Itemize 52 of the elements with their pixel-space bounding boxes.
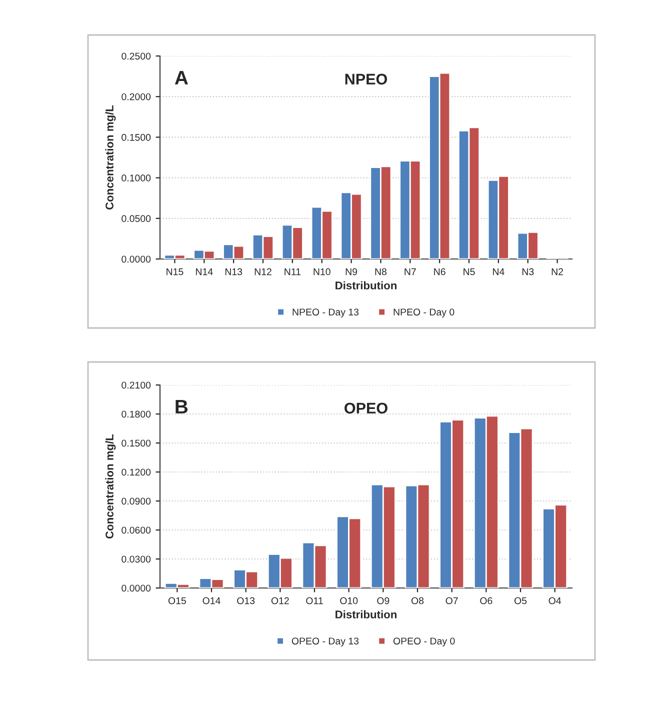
y-tick-label: 0.0900 — [122, 498, 151, 505]
x-tick-label: N12 — [254, 268, 272, 276]
y-tick-label: 0.0000 — [122, 584, 151, 592]
y-axis-title: Concentration mg/L — [105, 105, 116, 210]
x-tick-label: N10 — [314, 268, 330, 276]
text: OPEO — [344, 402, 388, 414]
x-tick-label: N8 — [375, 268, 387, 276]
x-tick-label: N11 — [284, 268, 301, 276]
legend-label: OPEO - Day 13 — [292, 638, 359, 646]
y-tick-label: 0.1000 — [122, 174, 151, 182]
text: NPEO — [345, 74, 388, 85]
legend-label: NPEO - Day 13 — [292, 308, 359, 318]
legend-label: OPEO - Day 0 — [393, 638, 455, 646]
x-axis-title: Distribution — [336, 281, 396, 290]
x-tick-label: N3 — [522, 268, 534, 276]
y-tick-label: 0.0000 — [122, 256, 151, 263]
y-tick-label: 0.1500 — [122, 134, 151, 141]
x-tick-label: O7 — [446, 597, 458, 604]
x-tick-label: N15 — [166, 268, 184, 276]
legend-label: NPEO - Day 0 — [394, 308, 454, 318]
x-tick-label: N5 — [464, 268, 475, 276]
y-tick-label: 0.0600 — [122, 526, 151, 534]
y-tick-label: 0.1500 — [122, 440, 151, 447]
annotation: A — [174, 71, 188, 84]
x-tick-label: O10 — [340, 597, 358, 604]
x-tick-label: N7 — [404, 268, 416, 276]
y-tick-label: 0.2500 — [122, 52, 151, 60]
y-tick-label: 0.1200 — [122, 468, 151, 476]
x-tick-label: O5 — [514, 597, 527, 604]
y-axis-title: Concentration mg/L — [105, 434, 116, 539]
x-tick-label: O11 — [306, 597, 323, 604]
x-axis-title: Distribution — [336, 610, 396, 618]
y-tick-label: 0.1800 — [122, 410, 151, 418]
x-tick-label: O9 — [377, 597, 390, 604]
x-tick-label: N2 — [552, 268, 564, 276]
y-tick-label: 0.2000 — [122, 93, 151, 100]
annotation: B — [176, 400, 188, 414]
x-tick-label: N4 — [493, 268, 504, 276]
y-tick-label: 0.0300 — [122, 556, 151, 563]
x-tick-label: O4 — [548, 597, 562, 604]
x-tick-label: N13 — [225, 268, 242, 276]
x-tick-label: N14 — [196, 268, 213, 276]
x-tick-label: O12 — [271, 597, 289, 604]
x-tick-label: O8 — [411, 597, 424, 604]
x-tick-label: N6 — [434, 268, 446, 276]
y-tick-label: 0.2100 — [122, 382, 151, 389]
x-tick-label: O6 — [480, 597, 492, 604]
x-tick-label: O13 — [237, 597, 255, 604]
x-tick-label: N9 — [346, 268, 358, 276]
x-tick-label: O14 — [202, 597, 220, 604]
y-tick-label: 0.0500 — [122, 215, 151, 222]
x-tick-label: O15 — [168, 597, 186, 604]
